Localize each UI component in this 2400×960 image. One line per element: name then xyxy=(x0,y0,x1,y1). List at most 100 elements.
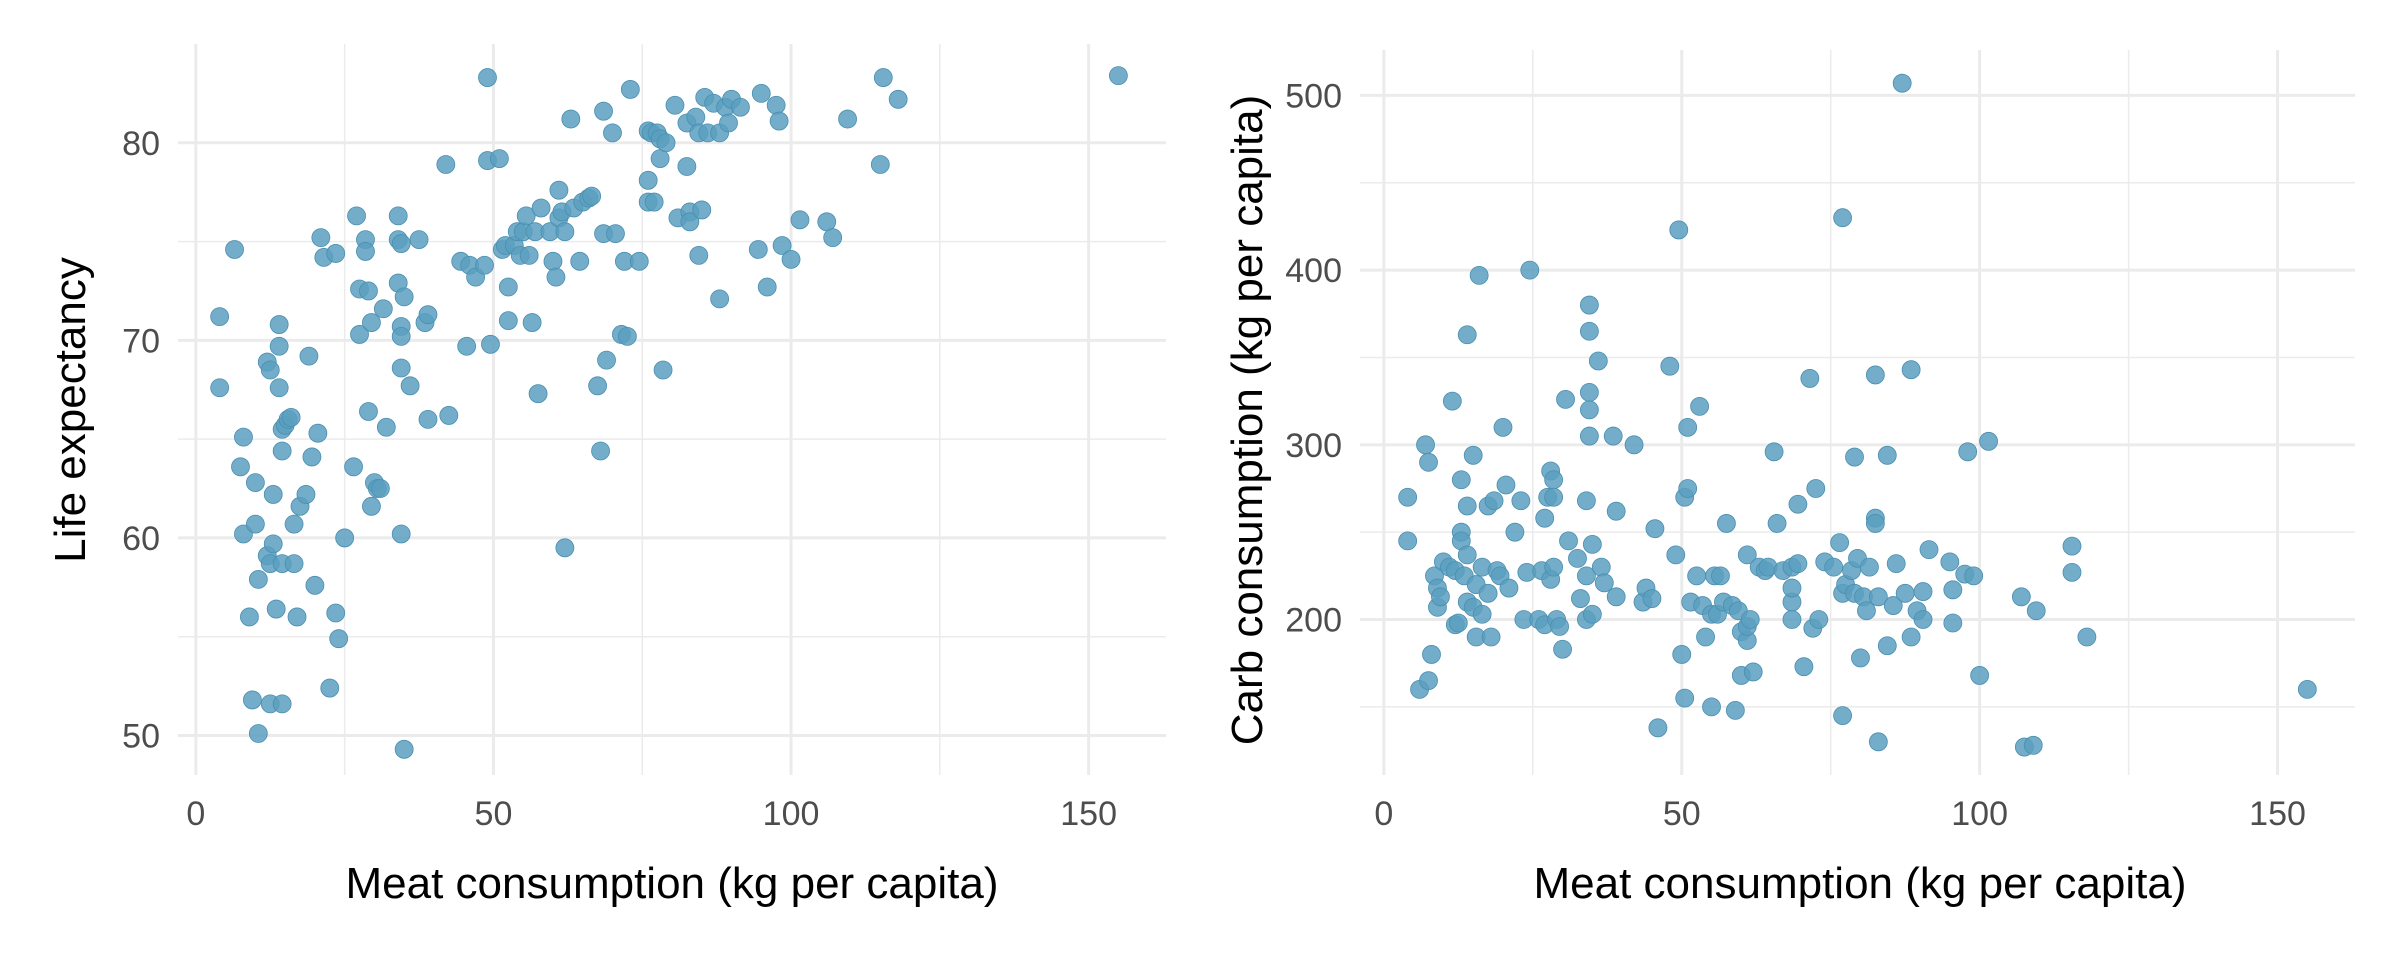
scatter-point xyxy=(1702,697,1721,717)
scatter-point xyxy=(308,423,328,443)
scatter-point xyxy=(1606,501,1626,521)
scatter-point xyxy=(1868,732,1888,752)
scatter-point xyxy=(817,212,837,232)
scatter-point xyxy=(1588,351,1608,371)
scatter-point xyxy=(248,724,268,743)
life-expectancy-scatter-panel: 0 50 100 150 50 60 70 80 Meat consumption (kg p… xyxy=(46,44,1166,908)
x-tick-label: 0 xyxy=(186,795,205,833)
scatter-point xyxy=(680,212,700,232)
scatter-point xyxy=(1851,648,1870,668)
scatter-point xyxy=(656,133,676,153)
scatter-point xyxy=(394,287,414,307)
x-tick-label: 50 xyxy=(1663,795,1701,833)
scatter-point xyxy=(1481,627,1501,647)
scatter-point xyxy=(1594,573,1614,593)
scatter-point xyxy=(1419,671,1438,691)
scatter-point xyxy=(2062,562,2082,582)
scatter-point xyxy=(1606,587,1626,607)
scatter-point xyxy=(1940,552,1960,572)
scatter-point xyxy=(1624,435,1644,455)
scatter-point xyxy=(1419,452,1438,472)
scatter-point xyxy=(1648,718,1668,738)
scatter-point xyxy=(1579,426,1599,446)
scatter-point xyxy=(731,97,750,117)
scatter-point xyxy=(1579,383,1599,402)
scatter-point xyxy=(528,384,548,404)
scatter-point xyxy=(260,360,280,380)
scatter-point xyxy=(719,113,738,133)
scatter-point xyxy=(665,95,685,115)
scatter-point xyxy=(269,336,289,356)
scatter-point xyxy=(391,234,411,253)
scatter-point xyxy=(1764,442,1784,462)
scatter-point xyxy=(1463,445,1483,465)
scatter-point xyxy=(1582,534,1602,554)
scatter-point xyxy=(1499,578,1519,598)
scatter-point xyxy=(1416,435,1435,455)
x-tick-label: 150 xyxy=(2249,795,2306,833)
scatter-point xyxy=(1398,531,1418,551)
x-tick-label: 150 xyxy=(1060,795,1117,833)
carb-consumption-scatter-panel: 0 50 100 150 200 300 400 500 Meat consumption (… xyxy=(1223,50,2355,908)
scatter-point xyxy=(1591,557,1611,577)
scatter-point xyxy=(242,690,262,710)
scatter-point xyxy=(1860,557,1879,577)
scatter-point xyxy=(1642,589,1662,608)
scatter-point xyxy=(1398,487,1418,507)
scatter-point xyxy=(1964,566,1984,586)
scatter-point xyxy=(546,267,566,287)
scatter-point xyxy=(266,599,286,619)
x-tick-label: 100 xyxy=(763,795,820,833)
scatter-point xyxy=(296,485,316,504)
scatter-point xyxy=(1579,400,1599,420)
scatter-point xyxy=(2077,627,2097,647)
scatter-point xyxy=(1979,431,1998,451)
scatter-point xyxy=(210,307,230,327)
scatter-point xyxy=(1794,657,1814,677)
scatter-point xyxy=(1672,645,1692,664)
y-axis-title: Life expectancy xyxy=(46,257,95,563)
scatter-point xyxy=(439,406,459,425)
scatter-point xyxy=(320,678,340,698)
scatter-point xyxy=(362,313,381,332)
scatter-point xyxy=(2011,587,2031,607)
scatter-point xyxy=(1865,514,1885,533)
scatter-point xyxy=(1845,447,1864,467)
scatter-point xyxy=(1675,688,1695,708)
scatter-point xyxy=(498,277,518,297)
scatter-point xyxy=(689,245,709,265)
scatter-point xyxy=(1696,627,1715,647)
panel-tick-labels: 0 50 100 150 50 60 70 80 xyxy=(122,125,1117,833)
scatter-point xyxy=(757,277,777,297)
scatter-point xyxy=(284,554,304,574)
scatter-point xyxy=(1886,554,1906,574)
scatter-point xyxy=(391,358,411,378)
scatter-point xyxy=(329,629,349,649)
scatter-point xyxy=(1520,260,1540,280)
scatter-point xyxy=(311,228,331,248)
scatter-point xyxy=(1788,494,1808,514)
scatter-point xyxy=(638,170,658,190)
scatter-point xyxy=(1943,580,1963,600)
scatter-point xyxy=(326,603,346,623)
scatter-point xyxy=(1457,496,1477,516)
y-tick-label: 200 xyxy=(1285,602,1342,640)
scatter-point xyxy=(457,336,477,356)
scatter-point xyxy=(478,68,497,87)
scatter-point xyxy=(234,427,253,447)
scatter-point xyxy=(481,334,500,354)
scatter-point xyxy=(1505,522,1525,542)
scatter-point xyxy=(1895,583,1915,603)
scatter-point xyxy=(245,514,265,534)
scatter-point xyxy=(1865,365,1885,385)
scatter-point xyxy=(2062,536,2082,556)
scatter-point xyxy=(1806,479,1826,498)
scatter-point xyxy=(1717,514,1736,533)
scatter-point xyxy=(326,244,346,263)
scatter-point xyxy=(388,206,408,226)
y-axis-title: Carb consumption (kg per capita) xyxy=(1223,95,1272,746)
scatter-point xyxy=(1833,208,1853,228)
scatter-point xyxy=(603,123,622,143)
scatter-point xyxy=(436,155,456,174)
y-tick-label: 400 xyxy=(1285,252,1342,290)
